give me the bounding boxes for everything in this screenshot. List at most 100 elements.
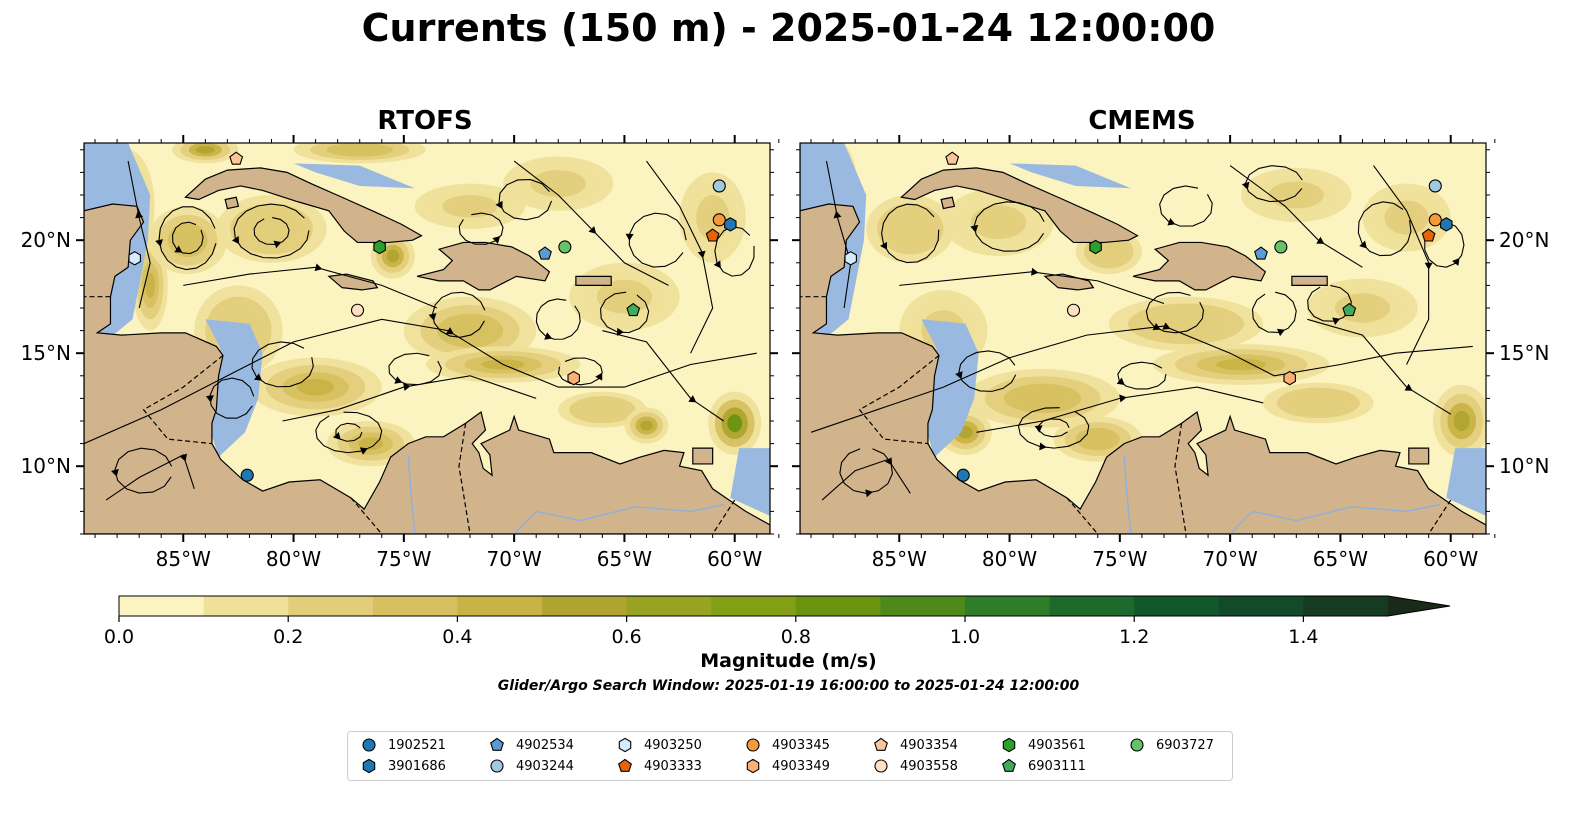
colorbar-segment — [880, 596, 966, 616]
colorbar-segment — [965, 596, 1051, 616]
map-panel-cmems: 85°W 80°W 75°W 70°W 65°W 60°W 20°N 15°N 10°N — [792, 135, 1549, 571]
float-marker-6903727 — [558, 240, 572, 254]
float-marker-4903558 — [350, 303, 365, 317]
streamline — [282, 375, 537, 422]
colorbar-ticks: 0.0 0.2 0.4 0.6 0.8 1.0 1.2 1.4 — [104, 616, 1319, 648]
float-marker-3901686 — [1440, 217, 1453, 232]
streamline — [458, 212, 504, 245]
magnitude-contour — [640, 420, 653, 431]
streamline — [1424, 221, 1465, 268]
streamline-arrow — [332, 431, 341, 440]
streamline-arrow — [588, 226, 597, 234]
panel-title-cmems: CMEMS — [1088, 106, 1196, 136]
magnitude-contour — [1021, 390, 1065, 407]
colorbar-tick-label: 1.4 — [1288, 626, 1318, 648]
land-mass — [1132, 241, 1267, 291]
float-marker-6903111 — [1342, 302, 1357, 317]
streamline-arrow — [1404, 383, 1413, 391]
legend-item-4902534: 4902534 — [488, 735, 574, 755]
streamline-arrow — [1116, 377, 1125, 386]
legend-label: 4903345 — [772, 737, 830, 753]
legend-label: 3901686 — [388, 758, 446, 774]
streamline — [1229, 165, 1363, 268]
float-marker-4903561 — [1002, 737, 1016, 753]
legend-item-4903354: 4903354 — [872, 735, 958, 755]
streamline-arrow — [713, 260, 721, 269]
streamline-arrow — [155, 239, 163, 247]
legend-label: 6903727 — [1156, 737, 1214, 753]
legend-label: 4903333 — [644, 758, 702, 774]
streamline-arrow — [1162, 322, 1171, 330]
colorbar-segment — [203, 596, 289, 616]
float-marker-4903250 — [844, 251, 857, 266]
magnitude-contour — [590, 404, 615, 415]
hexagon-marker-icon — [618, 737, 632, 753]
streamline-arrow — [688, 395, 697, 403]
streamline — [388, 352, 442, 386]
map-frame — [799, 142, 1487, 535]
shallow-water — [293, 163, 415, 189]
colorbar-segment — [1218, 596, 1304, 616]
streamline-arrow — [403, 383, 411, 392]
streamline — [881, 203, 940, 264]
magnitude-contour — [897, 219, 923, 239]
lat-tick-label: 10°N — [21, 454, 71, 478]
legend-item-1902521: 1902521 — [360, 735, 446, 755]
river — [1229, 503, 1440, 534]
lat-tick-label: 20°N — [1499, 228, 1549, 252]
magnitude-contour — [145, 272, 156, 299]
streamline — [1145, 291, 1205, 334]
streamline-arrow — [833, 210, 842, 219]
streamline-arrow — [1452, 257, 1460, 266]
float-marker-6903111 — [626, 302, 641, 317]
streamline-arrow — [1332, 317, 1341, 325]
float-marker-4903349 — [1283, 370, 1296, 386]
float-marker-1902521 — [240, 468, 254, 482]
lon-tick-label: 85°W — [872, 547, 927, 571]
river — [513, 503, 724, 534]
colorbar-segment — [1303, 596, 1389, 616]
circle-marker-icon — [362, 738, 376, 752]
streamline-arrow — [394, 376, 403, 384]
river — [1123, 454, 1132, 534]
country-border — [458, 423, 471, 534]
magnitude-contour — [196, 145, 215, 154]
axis-ticks: 85°W 80°W 75°W 70°W 65°W 60°W 20°N 15°N 10°N — [792, 135, 1549, 571]
streamline — [251, 341, 314, 388]
colorbar-tick-label: 0.8 — [781, 626, 811, 648]
streamline-arrow — [1276, 328, 1285, 337]
streamline-arrow — [495, 200, 503, 209]
streamline — [105, 454, 195, 501]
land-mass — [416, 241, 551, 291]
legend-label: 4903354 — [900, 737, 958, 753]
streamline — [127, 160, 151, 309]
streamline-arrow — [1316, 236, 1325, 244]
lat-tick-label: 15°N — [1499, 341, 1549, 365]
map-frame — [83, 142, 771, 535]
streamline-arrow — [970, 224, 979, 233]
magnitude-contour — [608, 287, 640, 307]
colorbar-label: Magnitude (m/s) — [700, 650, 877, 672]
land-mass — [1291, 275, 1328, 286]
land-mass — [1043, 273, 1095, 291]
float-legend: 1902521 3901686 4902534 4903244 4903250 49033… — [347, 731, 1233, 781]
float-marker-4903333 — [618, 758, 632, 772]
streamline — [1357, 201, 1412, 257]
float-marker-4903244 — [490, 759, 504, 773]
streamline-arrow — [616, 327, 625, 336]
land-mass — [224, 196, 240, 210]
land-mass — [940, 196, 956, 210]
circle-marker-icon — [874, 759, 888, 773]
lon-tick-label: 75°W — [1092, 547, 1147, 571]
streamline-arrow — [314, 263, 323, 272]
legend-label: 4903349 — [772, 758, 830, 774]
legend-item-4903561: 4903561 — [1000, 735, 1086, 755]
pentagon-marker-icon — [490, 737, 504, 751]
float-marker-4903558 — [874, 759, 888, 773]
magnitude-contour — [176, 230, 199, 250]
streamline-arrow — [625, 233, 634, 241]
float-marker-4903349 — [746, 758, 760, 774]
streamline — [825, 160, 852, 309]
lon-tick-label: 75°W — [376, 547, 431, 571]
float-marker-4903244 — [1428, 179, 1442, 193]
